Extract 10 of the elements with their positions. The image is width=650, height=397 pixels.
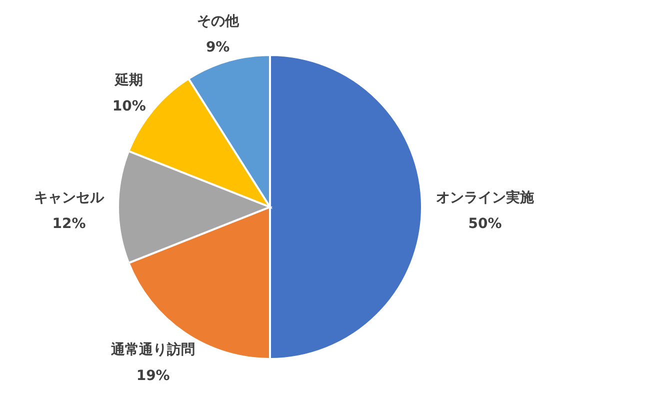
data-label: 19% [136, 368, 170, 384]
slice-label: 通常通り訪問 [110, 341, 196, 358]
data-label: 9% [206, 39, 230, 56]
slice-label: オンライン実施 [436, 189, 535, 206]
slice-label: 延期 [114, 72, 144, 89]
data-label: 10% [112, 98, 146, 115]
data-label: 12% [52, 216, 86, 232]
data-label: 50% [468, 216, 502, 232]
slice-label: キャンセル [34, 190, 105, 206]
slice-label: その他 [196, 13, 240, 30]
